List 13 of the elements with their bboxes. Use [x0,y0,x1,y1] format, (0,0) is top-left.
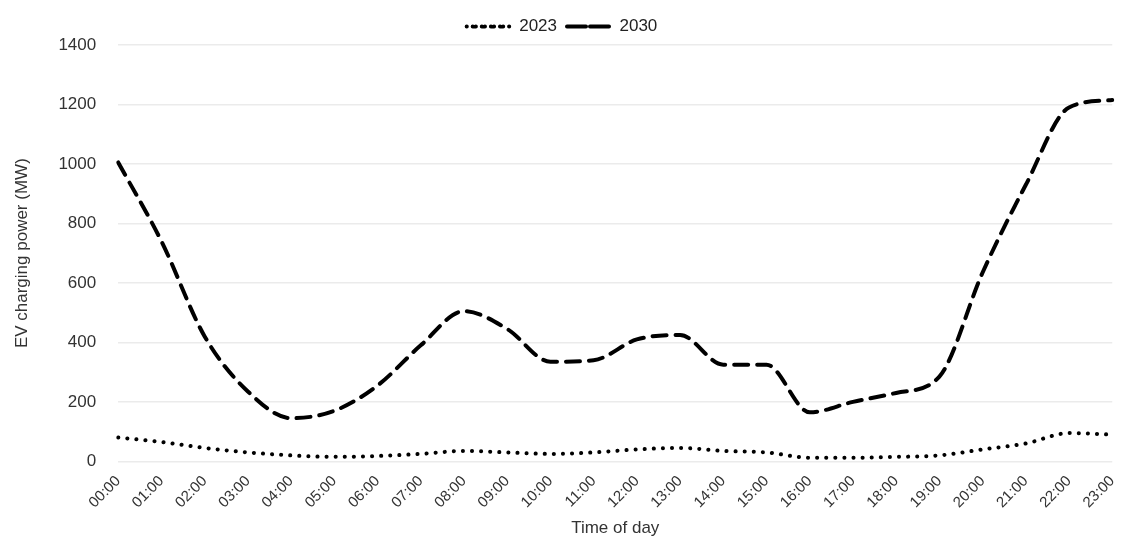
legend-label: 2023 [519,16,558,36]
y-tick-label: 600 [67,272,97,292]
y-tick-label: 0 [86,451,97,471]
y-tick-label: 400 [67,332,97,352]
y-tick-label: 800 [67,213,97,233]
y-tick-label: 1400 [58,34,97,54]
y-tick-label: 1200 [58,94,97,114]
line-series [116,98,1115,421]
x-axis-title: Time of day [571,518,660,538]
y-tick-label: 1000 [58,153,97,173]
y-axis-title: EV charging power (MW) [11,158,31,349]
legend-label: 2030 [619,16,658,36]
y-tick-label: 200 [67,391,97,411]
